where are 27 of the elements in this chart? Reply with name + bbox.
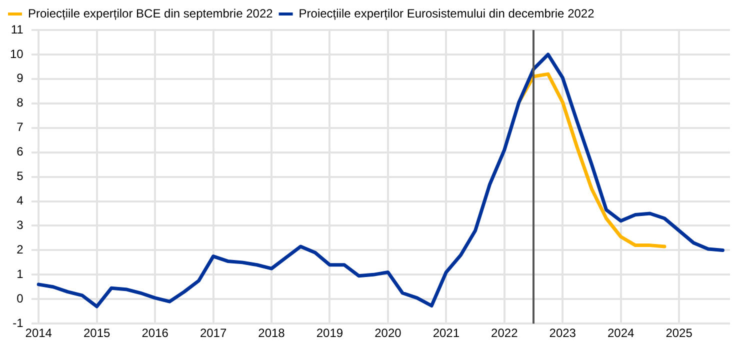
y-tick-label: 5: [16, 169, 24, 184]
y-tick-label: 8: [16, 96, 24, 110]
y-tick-label: 4: [16, 194, 24, 208]
x-tick-label: 2020: [374, 326, 402, 340]
y-tick-label: 9: [16, 71, 24, 86]
x-tick-label: 2014: [25, 326, 52, 340]
x-tick-label: 2016: [142, 326, 169, 340]
y-tick-label: 2: [16, 242, 24, 257]
y-tick-label: 10: [10, 46, 24, 61]
x-tick-label: 2024: [607, 326, 635, 340]
x-tick-label: 2019: [316, 326, 344, 340]
x-tick-label: 2025: [666, 326, 693, 340]
y-tick-label: 0: [16, 291, 24, 306]
x-tick-label: 2021: [432, 326, 460, 340]
x-tick-label: 2017: [200, 326, 227, 340]
y-tick-label: 6: [16, 144, 24, 159]
x-tick-label: 2022: [491, 326, 518, 340]
y-tick-label: 3: [16, 218, 24, 232]
y-tick-label: 11: [10, 22, 24, 36]
legend-label: Proiecțiile experților Eurosistemului din decembrie 2022: [298, 6, 595, 20]
y-tick-label: -1: [12, 316, 24, 330]
x-tick-label: 2023: [549, 326, 576, 340]
x-tick-label: 2015: [83, 326, 111, 340]
x-tick-label: 2018: [258, 326, 286, 340]
legend-label: Proiecțiile experților BCE din septembrie 2022: [28, 6, 274, 20]
y-tick-label: 1: [16, 266, 24, 281]
y-tick-label: 7: [16, 120, 24, 134]
